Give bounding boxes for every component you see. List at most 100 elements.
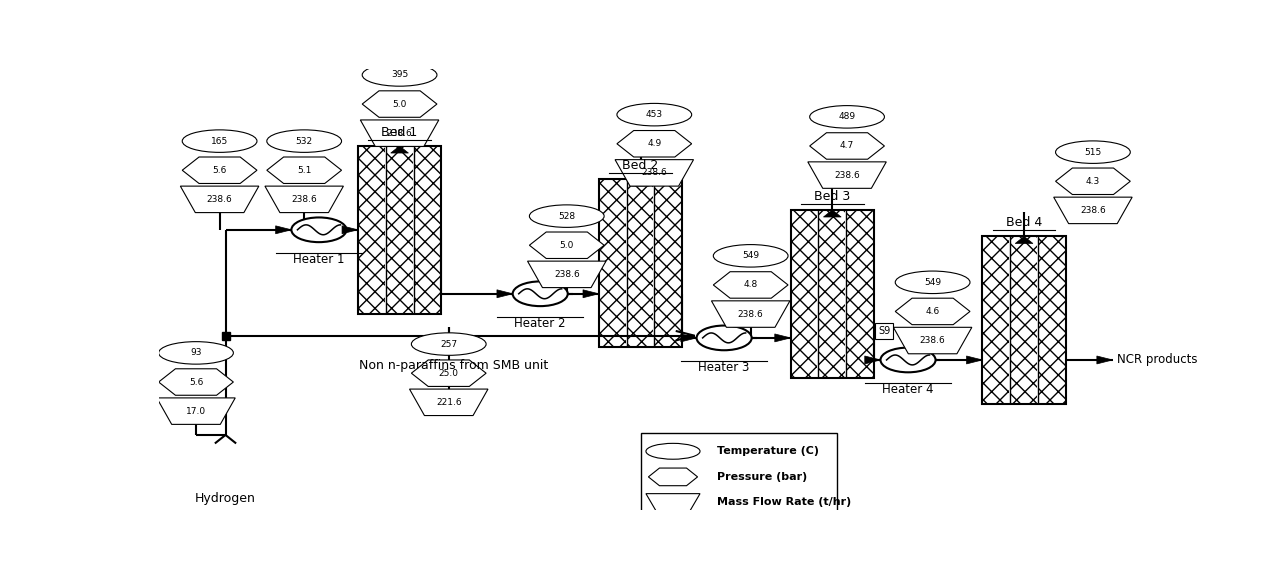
Polygon shape (967, 356, 982, 364)
Text: 489: 489 (839, 112, 855, 121)
Ellipse shape (362, 64, 437, 86)
Polygon shape (266, 157, 341, 183)
Polygon shape (713, 272, 788, 298)
Polygon shape (1053, 197, 1132, 223)
Text: 238.6: 238.6 (553, 270, 580, 279)
Polygon shape (159, 369, 233, 395)
Polygon shape (615, 160, 694, 186)
Bar (656, 180, 681, 346)
Polygon shape (157, 398, 235, 425)
Polygon shape (391, 146, 409, 153)
Text: Bed 4: Bed 4 (1006, 217, 1042, 229)
Bar (1039, 237, 1065, 403)
Text: Bed 2: Bed 2 (622, 159, 659, 172)
Text: Non n-paraffins from SMB unit: Non n-paraffins from SMB unit (359, 359, 548, 372)
Polygon shape (1096, 356, 1113, 364)
Polygon shape (275, 226, 292, 234)
Text: 238.6: 238.6 (1080, 206, 1105, 215)
Text: 238.6: 238.6 (737, 309, 764, 319)
Text: 515: 515 (1084, 148, 1101, 156)
Text: Heater 4: Heater 4 (882, 383, 934, 397)
Polygon shape (810, 133, 884, 159)
Text: 238.6: 238.6 (207, 195, 232, 204)
Bar (415, 147, 440, 313)
Circle shape (881, 348, 935, 372)
Polygon shape (824, 210, 841, 217)
Text: 5.6: 5.6 (212, 166, 227, 175)
Text: 221.6: 221.6 (437, 398, 462, 407)
Polygon shape (582, 290, 599, 298)
Text: 549: 549 (742, 252, 759, 260)
Bar (1011, 237, 1037, 403)
Text: Bed 1: Bed 1 (382, 126, 418, 139)
Text: 4.6: 4.6 (925, 307, 940, 316)
Polygon shape (411, 360, 486, 386)
Text: 5.1: 5.1 (297, 166, 311, 175)
Ellipse shape (713, 245, 788, 267)
Text: Pressure (bar): Pressure (bar) (717, 472, 807, 482)
Text: S9: S9 (878, 325, 891, 336)
Text: Heater 1: Heater 1 (293, 253, 345, 266)
Ellipse shape (895, 271, 970, 293)
Polygon shape (528, 261, 607, 288)
Polygon shape (265, 186, 344, 213)
Bar (983, 237, 1009, 403)
Bar (599, 179, 683, 347)
Text: Hydrogen: Hydrogen (195, 492, 256, 505)
Ellipse shape (646, 444, 700, 459)
Text: NCR products: NCR products (1117, 354, 1197, 367)
Text: 549: 549 (924, 278, 942, 287)
Text: 238.6: 238.6 (641, 168, 667, 178)
Ellipse shape (411, 333, 486, 355)
Text: Heater 2: Heater 2 (514, 317, 566, 330)
Ellipse shape (266, 130, 341, 152)
Polygon shape (712, 301, 789, 327)
Text: 4.8: 4.8 (744, 280, 758, 289)
Ellipse shape (810, 105, 884, 128)
Polygon shape (497, 290, 513, 298)
Text: 4.3: 4.3 (1086, 176, 1100, 186)
Text: 25.0: 25.0 (439, 368, 459, 378)
Polygon shape (895, 298, 970, 325)
Text: 257: 257 (440, 340, 457, 348)
Polygon shape (410, 389, 489, 415)
Polygon shape (775, 334, 791, 342)
Ellipse shape (183, 130, 258, 152)
Polygon shape (343, 226, 358, 234)
Bar (358, 146, 442, 313)
Text: 17.0: 17.0 (187, 407, 206, 415)
Polygon shape (360, 120, 439, 147)
Polygon shape (1015, 237, 1033, 244)
Polygon shape (893, 327, 972, 354)
Polygon shape (617, 131, 692, 157)
Bar (641, 433, 838, 517)
Text: Mass Flow Rate (t/hr): Mass Flow Rate (t/hr) (717, 497, 851, 508)
Text: 532: 532 (296, 136, 312, 146)
Bar (982, 237, 1066, 404)
Ellipse shape (159, 342, 233, 364)
Bar (791, 210, 874, 378)
Text: 5.6: 5.6 (189, 378, 203, 387)
Polygon shape (681, 334, 697, 342)
Text: 5.0: 5.0 (392, 100, 407, 108)
Bar (848, 211, 873, 376)
Text: 238.6: 238.6 (920, 336, 945, 345)
Text: 453: 453 (646, 110, 662, 119)
Polygon shape (183, 157, 258, 183)
Text: 165: 165 (211, 136, 228, 146)
Text: 5.0: 5.0 (560, 241, 574, 250)
Text: 238.6: 238.6 (292, 195, 317, 204)
Text: 4.9: 4.9 (647, 139, 661, 148)
Bar (628, 180, 654, 346)
Polygon shape (529, 232, 604, 258)
Bar (792, 211, 817, 376)
Text: 395: 395 (391, 70, 409, 80)
Bar (387, 147, 412, 313)
Polygon shape (362, 91, 437, 117)
Text: Heater 3: Heater 3 (698, 362, 750, 374)
Polygon shape (864, 356, 881, 364)
Polygon shape (646, 494, 700, 511)
Polygon shape (808, 162, 886, 189)
Circle shape (513, 281, 567, 306)
Text: 238.6: 238.6 (387, 129, 412, 138)
